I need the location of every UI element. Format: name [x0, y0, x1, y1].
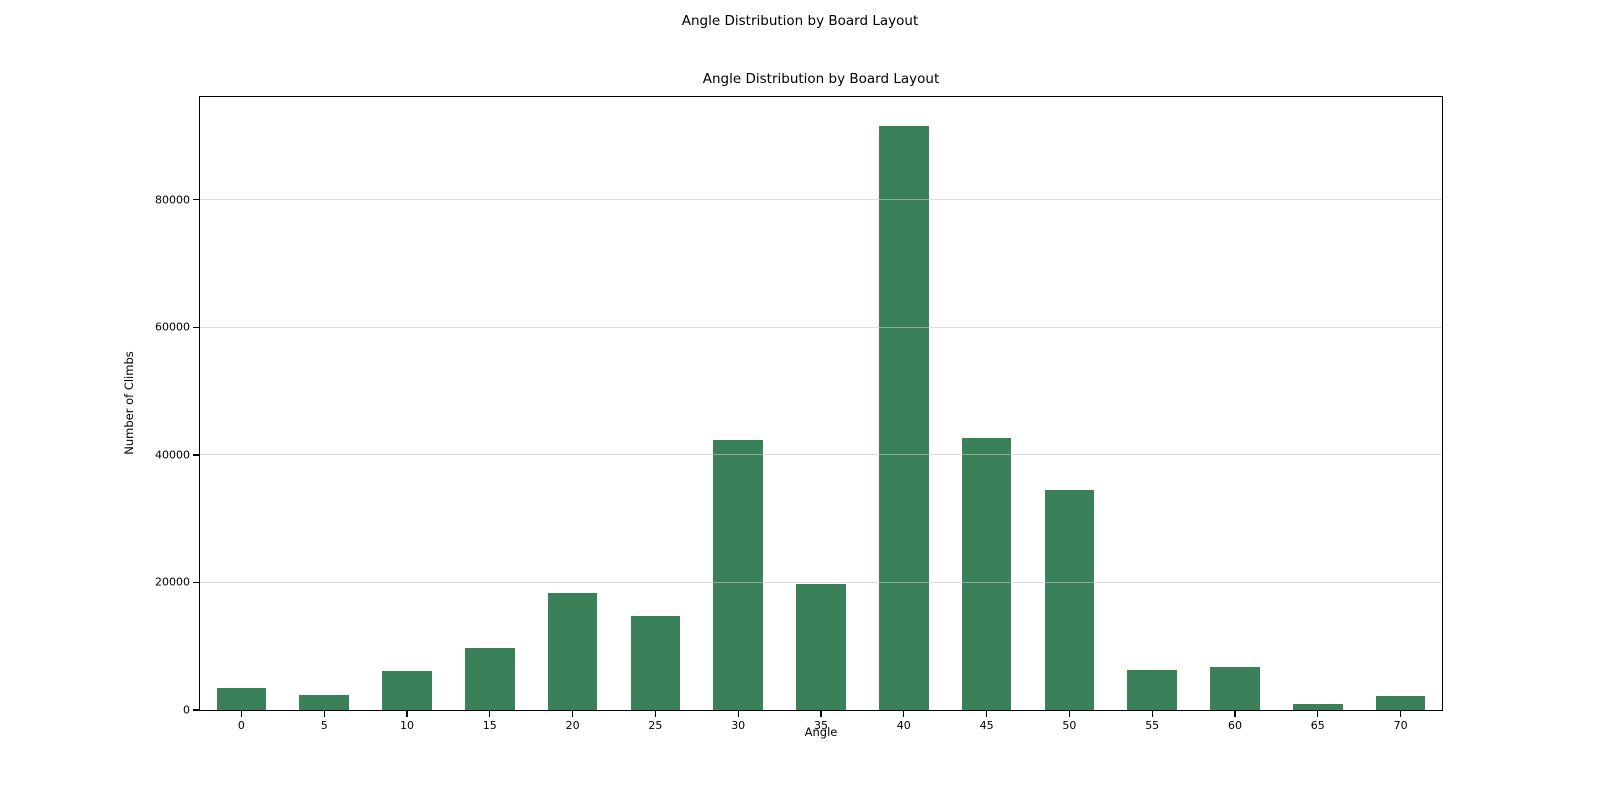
x-tick-label-60: 60 [1228, 719, 1242, 732]
x-tick-label-45: 45 [979, 719, 994, 732]
x-tick-mark-30 [737, 711, 739, 717]
y-tick-label-80000: 80000 [155, 193, 190, 207]
figure-suptitle: Angle Distribution by Board Layout [681, 13, 919, 29]
x-tick-label-70: 70 [1393, 719, 1408, 732]
y-tick-label-0: 0 [183, 703, 190, 717]
x-tick-mark-5 [323, 711, 325, 717]
bar-angle-5 [299, 694, 350, 710]
bar-angle-25 [630, 616, 681, 710]
x-tick-label-35: 35 [814, 719, 828, 732]
y-tick-label-40000: 40000 [155, 448, 190, 462]
x-tick-label-0: 0 [237, 719, 245, 732]
bar-angle-65 [1292, 703, 1343, 710]
y-axis-label: Number of Climbs [122, 351, 136, 455]
x-tick-mark-35 [820, 711, 822, 717]
gridline-y-20000 [200, 581, 1442, 583]
y-tick-mark-20000 [193, 581, 199, 584]
y-tick-mark-80000 [193, 198, 199, 201]
x-tick-mark-20 [571, 711, 574, 717]
bar-angle-55 [1127, 669, 1178, 710]
x-axis-label: Angle [804, 725, 838, 739]
bar-angle-15 [464, 647, 515, 710]
bar-angle-0 [216, 688, 267, 710]
x-tick-label-30: 30 [731, 719, 746, 732]
x-tick-label-5: 5 [320, 719, 328, 732]
x-tick-label-50: 50 [1062, 719, 1077, 732]
x-tick-mark-45 [985, 711, 988, 717]
x-tick-label-15: 15 [482, 719, 497, 732]
x-tick-mark-10 [406, 711, 408, 717]
x-tick-mark-50 [1068, 711, 1071, 717]
bar-angle-40 [878, 125, 929, 710]
bar-angle-10 [382, 671, 432, 710]
y-tick-label-60000: 60000 [155, 320, 190, 334]
x-tick-label-20: 20 [565, 719, 580, 732]
x-tick-label-65: 65 [1310, 719, 1325, 732]
gridline-y-80000 [200, 199, 1442, 201]
x-tick-mark-65 [1317, 711, 1319, 717]
x-tick-mark-40 [903, 711, 905, 717]
y-tick-label-20000: 20000 [155, 575, 190, 589]
plot-area: 0 20000 40000 60000 80000 0 5 10 15 20 25 30 35 40 45 5… [155, 96, 1443, 732]
bar-angle-70 [1375, 695, 1426, 710]
bar-angle-60 [1210, 667, 1260, 710]
x-tick-label-10: 10 [400, 719, 414, 732]
x-tick-mark-60 [1234, 711, 1236, 717]
chart-title: Angle Distribution by Board Layout [702, 71, 940, 87]
x-tick-label-55: 55 [1145, 719, 1160, 732]
y-tick-mark-60000 [193, 326, 199, 328]
y-tick-mark-40000 [193, 454, 199, 456]
bar-angle-30 [713, 439, 764, 710]
x-tick-label-40: 40 [896, 719, 911, 732]
x-tick-mark-15 [489, 711, 491, 717]
bar-angle-50 [1044, 489, 1095, 710]
bar-angle-45 [961, 437, 1012, 710]
x-tick-mark-0 [240, 711, 243, 717]
bar-angle-20 [547, 593, 598, 710]
y-tick-mark-0 [193, 709, 199, 711]
gridline-y-60000 [200, 326, 1442, 328]
x-tick-label-25: 25 [648, 719, 663, 732]
x-tick-mark-70 [1399, 711, 1402, 717]
gridline-y-40000 [200, 454, 1442, 456]
x-tick-mark-25 [654, 711, 657, 717]
bar-angle-35 [796, 584, 846, 710]
x-tick-mark-55 [1151, 711, 1153, 717]
